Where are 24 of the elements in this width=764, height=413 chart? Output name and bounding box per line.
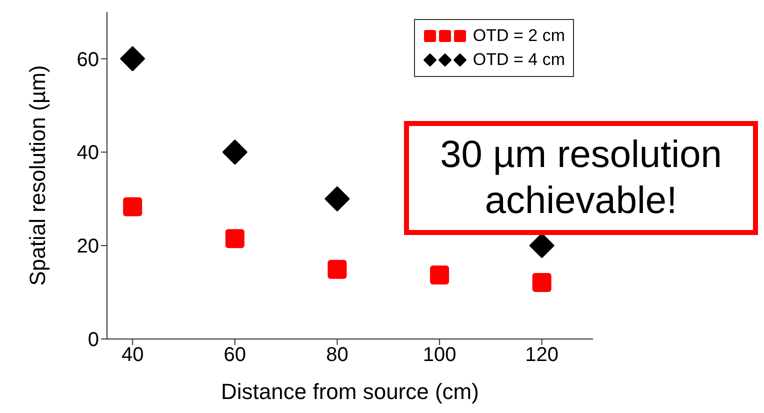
point: [328, 260, 347, 279]
annotation: 30 µm resolution achievable!: [439, 133, 723, 224]
y-axis-title: Spatial resolution (µm): [24, 65, 50, 286]
point: [532, 272, 552, 292]
point: [529, 233, 554, 258]
x-tick-label: 60: [224, 344, 246, 366]
x-tick-label: 40: [121, 344, 144, 366]
point: [222, 140, 248, 165]
legend-label: OTD = 4 cm: [472, 49, 565, 71]
x-tick-label: 120: [525, 344, 559, 366]
x-axis-title: Distance from source (cm): [221, 379, 479, 404]
point: [120, 46, 145, 72]
callout-box: 30 µm resolution achievable!: [404, 121, 758, 235]
y-tick-label: 60: [76, 48, 99, 71]
point: [324, 186, 350, 212]
point: [123, 197, 142, 216]
legend-label: OTD = 2 cm: [472, 25, 565, 47]
y-tick-label: 40: [76, 142, 99, 164]
point: [225, 229, 244, 248]
x-tick-label: 80: [326, 344, 348, 366]
y-tick-label: 0: [88, 329, 99, 352]
point: [430, 266, 450, 284]
y-tick-label: 20: [76, 236, 99, 258]
x-tick-label: 100: [422, 344, 456, 366]
